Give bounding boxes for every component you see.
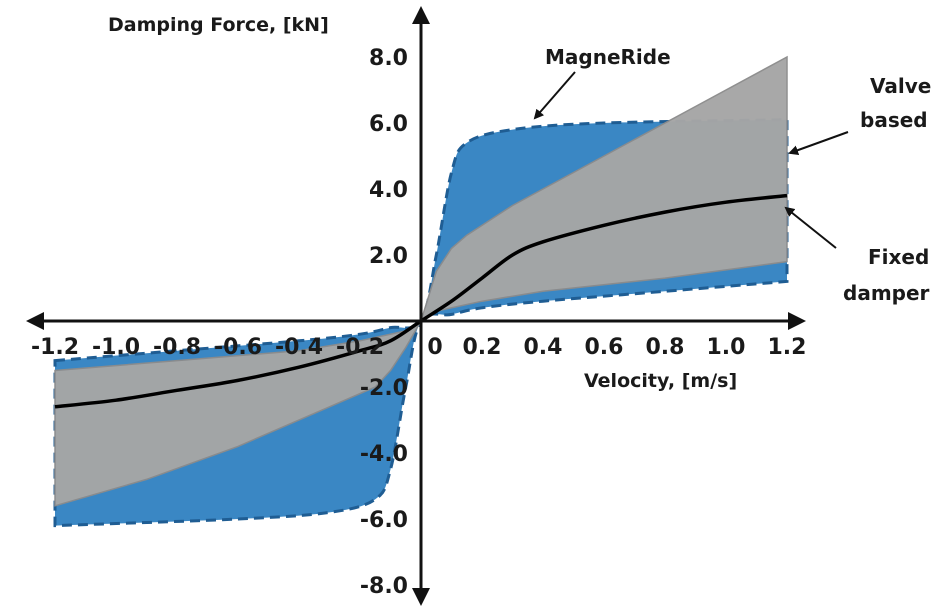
annotation-magneride: MagneRide xyxy=(545,45,671,69)
x-tick-label: -0.6 xyxy=(214,335,262,360)
annotation-magneride-arrow xyxy=(535,72,575,118)
x-tick-label: -0.2 xyxy=(336,335,384,360)
x-tick-label: -1.0 xyxy=(92,335,140,360)
x-axis-arrow-right xyxy=(788,312,806,330)
x-axis-title: Velocity, [m/s] xyxy=(584,370,737,392)
annotation-valve-arrow xyxy=(790,132,848,153)
y-tick-label: -8.0 xyxy=(360,574,408,599)
y-tick-label: 4.0 xyxy=(369,178,408,203)
x-tick-label: -0.8 xyxy=(153,335,201,360)
y-tick-label: 2.0 xyxy=(369,244,408,269)
x-axis-arrow-left xyxy=(26,312,44,330)
y-tick-label: -6.0 xyxy=(360,508,408,533)
y-axis-arrow-bottom xyxy=(412,588,430,606)
y-axis-arrow-top xyxy=(412,6,430,24)
y-tick-label: -2.0 xyxy=(360,376,408,401)
annotation-fixed-arrow xyxy=(786,208,836,248)
x-tick-label: 0 xyxy=(427,335,442,360)
annotation-fixed-line1: Fixed xyxy=(868,245,929,269)
x-tick-label: 0.2 xyxy=(463,335,502,360)
x-tick-label: 0.6 xyxy=(585,335,624,360)
x-tick-label: -1.2 xyxy=(31,335,79,360)
x-tick-label: 0.4 xyxy=(524,335,563,360)
y-tick-label: -4.0 xyxy=(360,442,408,467)
y-axis-title: Damping Force, [kN] xyxy=(108,14,329,36)
x-tick-label: 1.0 xyxy=(707,335,746,360)
annotation-valve-line2: based xyxy=(860,108,928,132)
annotation-valve-line1: Valve xyxy=(870,74,931,98)
y-tick-label: 8.0 xyxy=(369,46,408,71)
y-tick-label: 6.0 xyxy=(369,112,408,137)
x-tick-label: 0.8 xyxy=(646,335,685,360)
annotation-fixed-line2: damper xyxy=(843,281,930,305)
x-tick-label: -0.4 xyxy=(275,335,323,360)
x-tick-label: 1.2 xyxy=(768,335,807,360)
